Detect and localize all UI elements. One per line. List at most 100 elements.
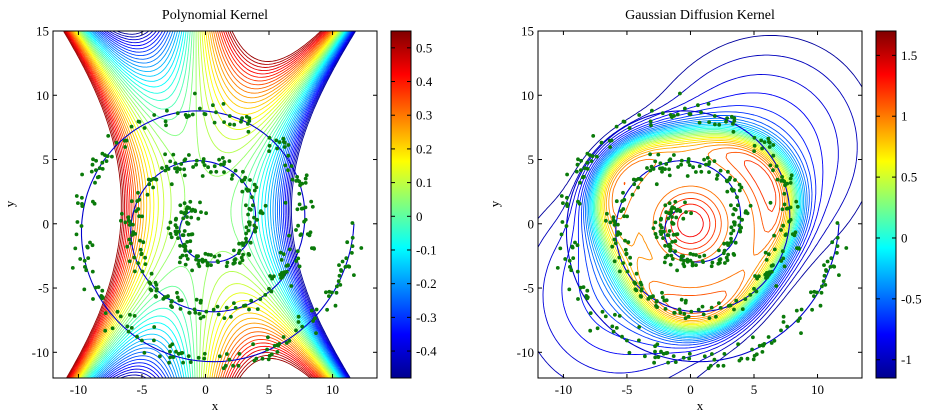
scatter-point (224, 305, 229, 310)
scatter-point (196, 355, 201, 360)
scatter-point (671, 354, 676, 358)
scatter-point (183, 247, 188, 252)
scatter-point (704, 162, 708, 167)
scatter-point (670, 257, 675, 261)
scatter-point (570, 244, 575, 249)
scatter-point (346, 264, 351, 269)
scatter-point (281, 136, 286, 141)
scatter-point (227, 357, 232, 362)
scatter-point (772, 247, 777, 252)
scatter-point (604, 218, 608, 223)
scatter-point (679, 158, 684, 163)
scatter-point (769, 341, 774, 345)
scatter-point (177, 260, 182, 265)
scatter-point (268, 274, 272, 278)
scatter-point (569, 268, 574, 273)
scatter-point (714, 177, 719, 181)
scatter-point (185, 220, 189, 225)
colorbar-tick-label: -1 (901, 352, 912, 367)
contour-line (63, 31, 322, 378)
scatter-point (140, 214, 145, 219)
scatter-point (715, 173, 720, 178)
scatter-point (662, 229, 666, 234)
scatter-point (220, 156, 225, 160)
scatter-point (782, 202, 787, 207)
scatter-point (279, 258, 284, 262)
scatter-point (733, 178, 737, 182)
colorbar-tick-label: 0.2 (416, 141, 432, 156)
colorbar-tick-label: -0.3 (416, 310, 437, 325)
scatter-point (182, 167, 187, 172)
scatter-point (621, 190, 625, 195)
scatter-point (194, 297, 199, 302)
scatter-point (739, 225, 743, 230)
scatter-point (296, 223, 300, 228)
scatter-point (193, 310, 198, 315)
contour-line (538, 34, 862, 378)
scatter-point (631, 177, 636, 182)
scatter-point (168, 349, 172, 354)
colorbar-ticks: -0.4 -0.3 -0.2 -0.1 0 0.1 0.2 0.3 0.4 0.5 (391, 40, 437, 359)
scatter-point (127, 237, 132, 242)
scatter-point (718, 168, 723, 173)
scatter-point (647, 295, 652, 300)
scatter-point (215, 259, 220, 263)
scatter-point (674, 209, 679, 213)
scatter-point (327, 289, 332, 294)
scatter-point (565, 202, 569, 206)
scatter-point (152, 338, 156, 343)
scatter-point (142, 350, 147, 355)
scatter-point (186, 354, 191, 358)
scatter-point (149, 271, 154, 276)
x-axis-label: x (212, 398, 219, 413)
scatter-point (668, 211, 672, 216)
y-tick-label: -5 (523, 281, 534, 296)
scatter-point (185, 215, 189, 219)
scatter-point (663, 243, 667, 248)
scatter-point (700, 259, 705, 263)
colorbar (875, 30, 897, 379)
scatter-point (90, 269, 95, 274)
scatter-point (595, 154, 599, 159)
scatter-point (176, 236, 180, 241)
scatter-point (236, 363, 241, 368)
scatter-point (94, 168, 98, 173)
scatter-point (775, 177, 780, 182)
scatter-point (788, 205, 793, 210)
scatter-point (209, 253, 213, 257)
scatter-point (76, 201, 80, 206)
scatter-point (181, 216, 186, 221)
scatter-point (74, 232, 79, 237)
scatter-point (337, 273, 342, 278)
scatter-point (621, 119, 626, 124)
scatter-point (185, 115, 189, 119)
scatter-point (350, 251, 354, 255)
scatter-point (241, 304, 246, 308)
scatter-point (585, 288, 590, 293)
scatter-point (227, 159, 232, 164)
scatter-point (277, 140, 282, 145)
scatter-point (263, 203, 268, 208)
scatter-point (284, 264, 289, 268)
scatter-point (137, 214, 142, 219)
scatter-point (702, 157, 706, 162)
scatter-points (70, 91, 364, 371)
scatter-point (80, 195, 84, 200)
scatter-point (152, 325, 157, 329)
scatter-point (299, 206, 304, 211)
scatter-point (590, 154, 595, 159)
scatter-point (623, 247, 628, 252)
scatter-point (287, 233, 291, 238)
scatter-point (706, 102, 711, 106)
scatter-point (829, 256, 834, 261)
scatter-point (100, 160, 105, 165)
scatter-point (682, 311, 687, 316)
scatter-point (297, 179, 302, 184)
scatter-point (766, 136, 771, 141)
scatter-point (303, 205, 308, 210)
scatter-point (246, 212, 251, 217)
scatter-point (618, 269, 622, 274)
scatter-point (232, 122, 237, 127)
scatter-point (673, 239, 678, 244)
scatter-point (244, 231, 249, 236)
